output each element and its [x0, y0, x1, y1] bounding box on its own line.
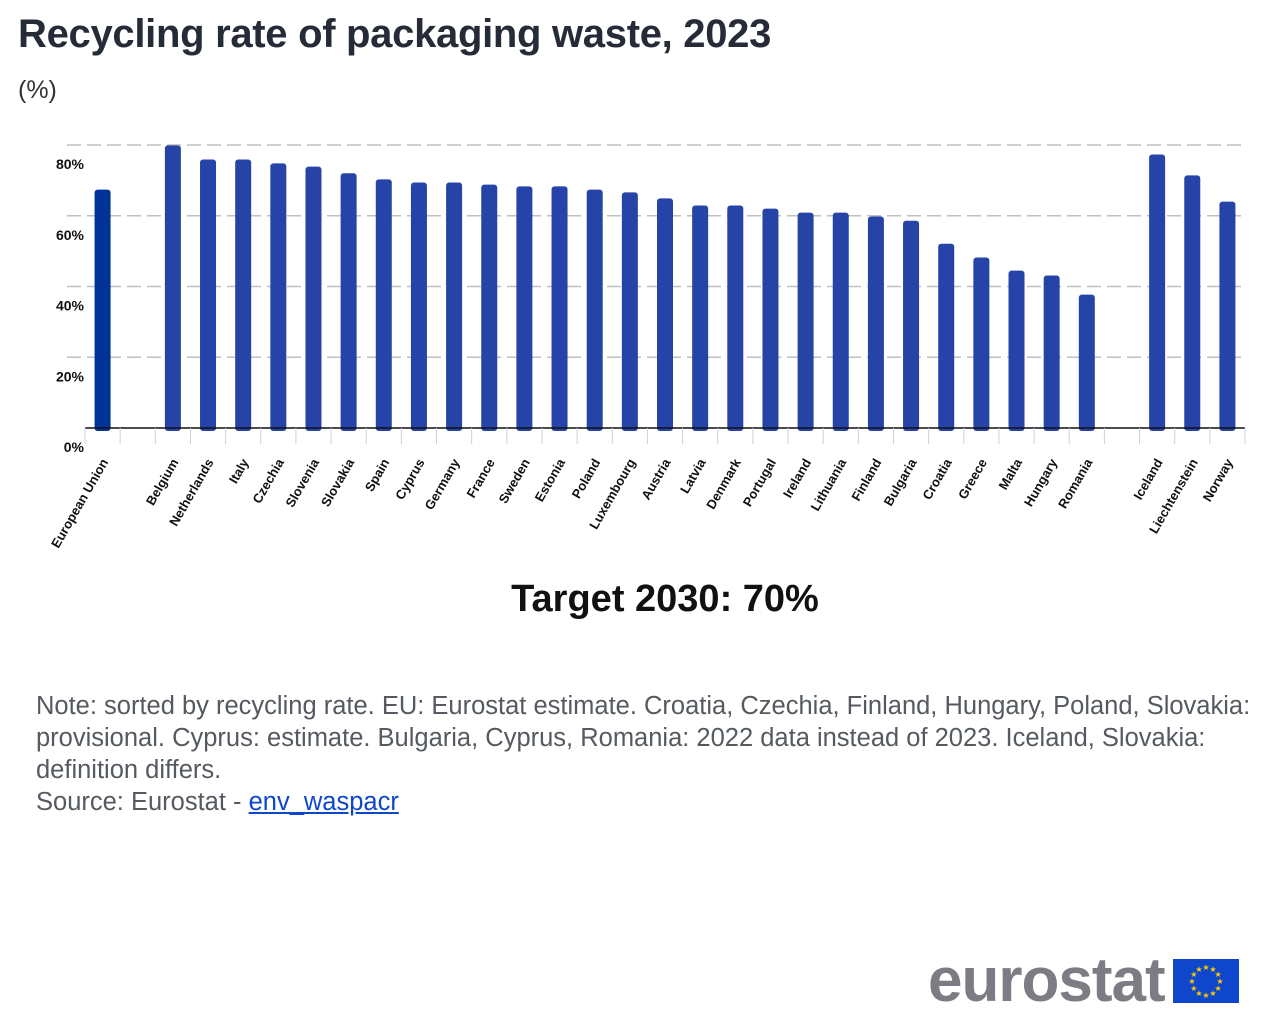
bar-netherlands: [200, 159, 217, 431]
star-icon: ★: [1214, 984, 1221, 993]
bar-poland: [586, 189, 603, 431]
x-tick-label: Sweden: [495, 456, 533, 506]
source-label: Source: Eurostat -: [36, 788, 249, 816]
star-icon: ★: [1214, 970, 1221, 979]
bar-italy: [235, 159, 252, 431]
bar-spain: [375, 179, 392, 431]
bar-sweden: [516, 186, 533, 431]
eurostat-logo: eurostat ★ ★ ★ ★ ★ ★ ★ ★ ★ ★ ★ ★: [928, 950, 1239, 1012]
bar-greece: [973, 257, 990, 431]
x-tick-label: Poland: [569, 456, 604, 501]
bar-estonia: [551, 186, 568, 431]
x-tick-label: Hungary: [1021, 455, 1061, 509]
x-tick-label: Latvia: [677, 455, 709, 496]
x-tick-label: Slovenia: [282, 455, 322, 509]
star-icon: ★: [1195, 989, 1202, 998]
star-icon: ★: [1209, 965, 1216, 974]
bar-france: [481, 184, 498, 431]
star-icon: ★: [1188, 977, 1195, 986]
x-tick-label: Ireland: [780, 456, 814, 500]
bar-finland: [867, 216, 884, 431]
eu-flag-icon: ★ ★ ★ ★ ★ ★ ★ ★ ★ ★ ★ ★: [1172, 959, 1239, 1003]
bar-czechia: [270, 163, 287, 431]
bars: [94, 145, 1236, 432]
bar-luxembourg: [621, 192, 638, 431]
bar-bulgaria: [903, 220, 920, 431]
y-tick-label: 40%: [56, 298, 85, 314]
x-tick-label: Romania: [1055, 455, 1096, 511]
bar-chart: 0%20%40%60%80% European Union BelgiumNeth…: [48, 144, 1246, 550]
x-tick-label: Portugal: [740, 456, 779, 509]
y-tick-label: 60%: [56, 227, 85, 243]
bar-slovakia: [340, 173, 357, 432]
x-tick-label: Greece: [955, 456, 990, 502]
bar-portugal: [762, 208, 779, 431]
x-tick-label: Denmark: [703, 455, 744, 511]
source-link[interactable]: env_waspacr: [248, 788, 399, 816]
x-tick-label: Estonia: [532, 455, 569, 504]
bar-belgium: [164, 145, 181, 431]
bar-norway: [1219, 201, 1236, 431]
x-tick-label: Malta: [996, 455, 1026, 492]
x-tick-label: Belgium: [143, 456, 182, 508]
x-tick-label: France: [464, 456, 498, 500]
x-tick-label: Croatia: [919, 455, 955, 502]
bar-ireland: [797, 212, 814, 431]
target-annotation: Target 2030: 70%: [511, 578, 819, 620]
logo-text: eurostat: [928, 946, 1166, 1015]
footnote: Note: sorted by recycling rate. EU: Euro…: [36, 690, 1256, 818]
bar-germany: [446, 182, 463, 431]
x-tick-label: Germany: [422, 455, 464, 512]
chart-unit: (%): [18, 76, 57, 104]
star-icon: ★: [1190, 984, 1197, 993]
star-icon: ★: [1202, 991, 1209, 1000]
x-tick-label: Czechia: [249, 455, 287, 506]
bar-hungary: [1043, 275, 1060, 431]
bar-latvia: [692, 205, 709, 431]
y-tick-label: 20%: [56, 368, 85, 384]
star-icon: ★: [1209, 989, 1216, 998]
star-icon: ★: [1202, 963, 1209, 972]
x-tick-label: European Union: [48, 456, 111, 550]
bar-lithuania: [832, 212, 849, 431]
bar-cyprus: [410, 182, 427, 431]
bar-liechtenstein: [1184, 175, 1201, 431]
y-tick-label: 0%: [64, 439, 85, 455]
x-tick-label: Cyprus: [392, 456, 427, 502]
x-axis: [84, 427, 1246, 444]
star-icon: ★: [1195, 965, 1202, 974]
bar-romania: [1078, 294, 1095, 431]
bar-slovenia: [305, 166, 322, 432]
x-tick-label: Slovakia: [318, 455, 358, 509]
star-icon: ★: [1216, 977, 1223, 986]
x-tick-label: Bulgaria: [881, 455, 920, 508]
x-tick-label: Italy: [226, 455, 252, 486]
bar-austria: [657, 198, 673, 431]
x-tick-label: Finland: [848, 456, 884, 504]
bar-malta: [1008, 270, 1025, 431]
x-tick-label: Iceland: [1130, 456, 1165, 502]
bar-iceland: [1149, 154, 1166, 431]
bar-denmark: [727, 205, 744, 431]
x-tick-label: Austria: [638, 455, 674, 502]
y-tick-label: 80%: [56, 156, 85, 172]
x-tick-label: Norway: [1200, 455, 1237, 504]
x-tick-label: Spain: [362, 456, 393, 494]
y-axis-labels: 0% 20% 40% 60% 80%: [56, 156, 85, 455]
note-text: Note: sorted by recycling rate. EU: Euro…: [36, 692, 1251, 784]
bar-european-union: [94, 189, 111, 431]
bar-croatia: [938, 243, 955, 431]
chart-title: Recycling rate of packaging waste, 2023: [18, 12, 772, 56]
star-icon: ★: [1190, 970, 1197, 979]
